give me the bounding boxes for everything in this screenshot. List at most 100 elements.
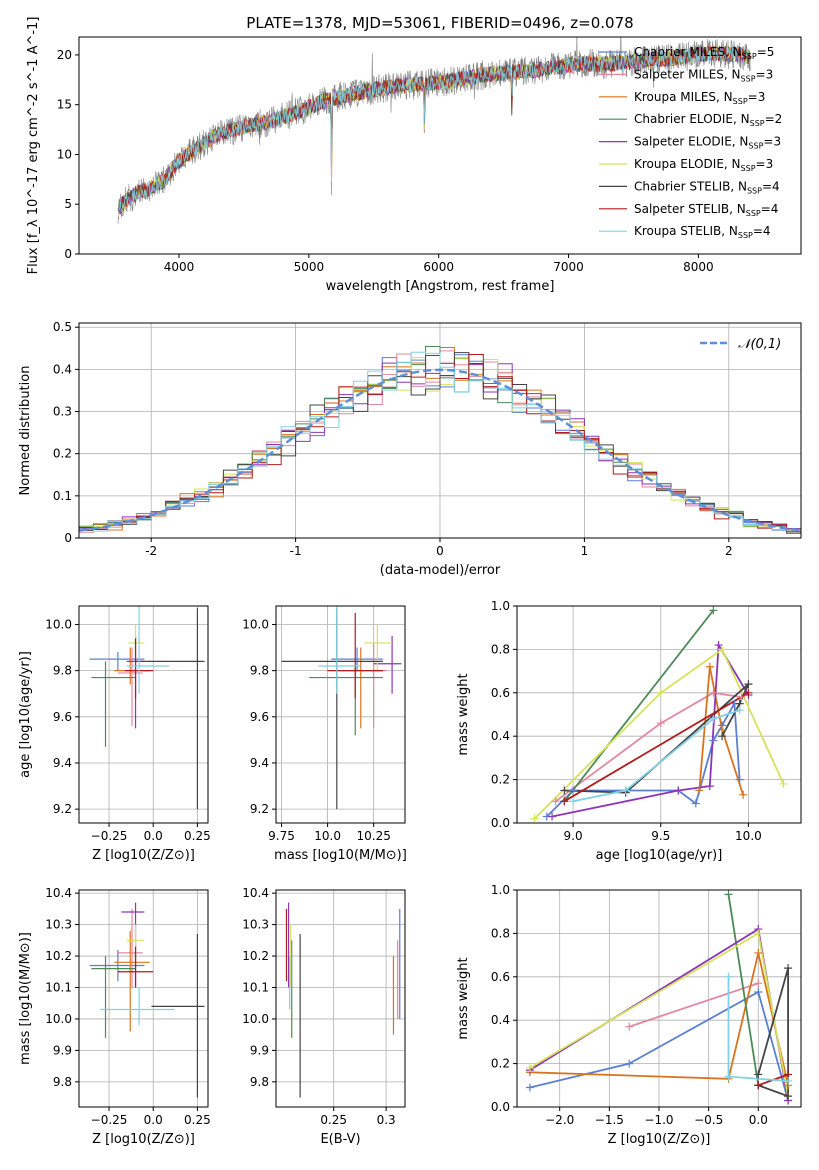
x-tick-label: 10.0 bbox=[735, 829, 762, 843]
x-tick-label: 0.3 bbox=[377, 1113, 396, 1127]
y-tick-label: 10.2 bbox=[242, 949, 269, 963]
weight-marker bbox=[718, 645, 727, 654]
errorbar-3 bbox=[309, 666, 383, 736]
weight-marker bbox=[560, 786, 569, 795]
y-tick-label: 0 bbox=[64, 531, 72, 545]
y-axis-label: mass weight bbox=[456, 673, 471, 755]
plot-area bbox=[281, 606, 402, 810]
x-tick-label: −0.25 bbox=[91, 1113, 128, 1127]
y-tick-label: 9.8 bbox=[250, 1075, 269, 1089]
legend-entry: Kroupa STELIB, NSSP=4 bbox=[634, 224, 771, 240]
y-tick-label: 10.2 bbox=[45, 949, 72, 963]
y-tick-label: 0.2 bbox=[53, 447, 72, 461]
weight-marker bbox=[695, 786, 704, 795]
y-tick-label: 0.2 bbox=[491, 1057, 510, 1071]
x-tick-label: 10.0 bbox=[314, 829, 341, 843]
weight-marker bbox=[705, 782, 714, 791]
weight-marker bbox=[621, 786, 630, 795]
weight-marker bbox=[739, 790, 748, 799]
y-tick-label: 9.4 bbox=[250, 756, 269, 770]
x-tick-label: −1.0 bbox=[644, 1113, 673, 1127]
x-axis-label: age [log10(age/yr)] bbox=[596, 848, 723, 863]
x-tick-label: 9.75 bbox=[268, 829, 295, 843]
weight-line-1 bbox=[628, 982, 759, 1028]
gridlines bbox=[79, 890, 208, 1107]
x-tick-label: −1.5 bbox=[595, 1113, 624, 1127]
age-vs-mass-panel: 9.75 10.0 10.25 9.2 9.4 9.6 9.8 10.0 mass [log10… bbox=[242, 605, 407, 863]
y-tick-label: 10.4 bbox=[45, 886, 72, 900]
weight-marker bbox=[551, 797, 560, 806]
x-tick-label: 0.0 bbox=[144, 1113, 163, 1127]
errorbar-0 bbox=[89, 949, 145, 982]
weight-line-6 bbox=[564, 683, 750, 794]
weight-line-6 bbox=[757, 967, 789, 1098]
x-tick-label: −0.25 bbox=[91, 829, 128, 843]
legend-entry: Kroupa ELODIE, NSSP=3 bbox=[634, 157, 773, 173]
weight-line-1 bbox=[555, 691, 742, 803]
weight-marker bbox=[625, 1059, 634, 1068]
weight-marker bbox=[525, 1083, 534, 1092]
age-vs-metallicity-panel: −0.25 0.0 0.25 9.2 9.4 9.6 9.8 10.0 Z [log10(Z/Z… bbox=[18, 605, 211, 863]
plot-area bbox=[285, 902, 401, 1098]
y-tick-label: 0.3 bbox=[53, 405, 72, 419]
x-tick-label: 0.25 bbox=[184, 829, 211, 843]
x-tick-label: −2.0 bbox=[545, 1113, 574, 1127]
y-tick-label: 10.3 bbox=[45, 918, 72, 932]
weight-marker bbox=[674, 786, 683, 795]
weight-marker bbox=[709, 688, 718, 697]
x-tick-label: 7000 bbox=[553, 260, 584, 274]
y-tick-label: 0.0 bbox=[491, 1100, 510, 1114]
axes-frame bbox=[275, 889, 406, 1108]
weight-marker bbox=[625, 1022, 634, 1031]
legend-entry: Chabrier MILES, NSSP=5 bbox=[634, 45, 774, 61]
y-tick-label: 10.0 bbox=[45, 617, 72, 631]
weight-marker bbox=[656, 688, 665, 697]
y-tick-label: 9.8 bbox=[250, 664, 269, 678]
y-tick-label: 9.6 bbox=[53, 710, 72, 724]
weight-marker bbox=[735, 775, 744, 784]
y-tick-label: 0.2 bbox=[491, 773, 510, 787]
errorbar-3 bbox=[91, 661, 136, 747]
errorbar-1 bbox=[355, 642, 387, 729]
weight-line-0 bbox=[529, 990, 789, 1101]
weight-line-5 bbox=[533, 648, 785, 820]
histogram-6 bbox=[79, 352, 801, 533]
legend: Chabrier MILES, NSSP=5 Salpeter MILES, NS… bbox=[599, 45, 782, 240]
mass-vs-metallicity-panel: −0.25 0.0 0.25 9.8 9.9 10.0 10.1 10.2 10.3 10.4 Z … bbox=[18, 886, 211, 1147]
weight-marker bbox=[784, 964, 793, 973]
x-axis-label: (data-model)/error bbox=[380, 563, 501, 578]
y-tick-label: 0.6 bbox=[491, 970, 510, 984]
x-tick-label: 2 bbox=[725, 544, 733, 558]
y-tick-label: 9.9 bbox=[250, 1043, 269, 1057]
legend-entry: Salpeter ELODIE, NSSP=3 bbox=[634, 135, 781, 151]
figure-title: PLATE=1378, MJD=53061, FIBERID=0496, z=0… bbox=[246, 14, 633, 32]
legend-entry: Salpeter MILES, NSSP=3 bbox=[634, 67, 773, 83]
gridlines bbox=[276, 606, 405, 823]
y-tick-label: 0.4 bbox=[491, 1013, 510, 1027]
x-tick-label: 0.25 bbox=[184, 1113, 211, 1127]
y-tick-label: 20 bbox=[57, 48, 72, 62]
errorbar-8 bbox=[318, 606, 361, 694]
y-tick-label: 9.9 bbox=[53, 1043, 72, 1057]
errorbar-3 bbox=[91, 956, 136, 1038]
weight-marker bbox=[754, 1070, 763, 1079]
x-tick-label: 8000 bbox=[683, 260, 714, 274]
y-tick-label: 9.2 bbox=[53, 802, 72, 816]
errorbar-6 bbox=[135, 608, 205, 810]
plot-area bbox=[79, 346, 801, 534]
weight-line-3 bbox=[727, 894, 760, 1086]
weight-marker bbox=[560, 797, 569, 806]
x-tick-label: -2 bbox=[145, 544, 157, 558]
axes-frame bbox=[78, 889, 209, 1108]
y-tick-label: 0.6 bbox=[491, 686, 510, 700]
gridlines bbox=[276, 890, 405, 1107]
plot-area bbox=[117, 37, 751, 224]
y-tick-label: 10 bbox=[57, 147, 72, 161]
errorbar-5 bbox=[364, 624, 393, 671]
weight-marker bbox=[709, 736, 718, 745]
weight-line-7 bbox=[563, 692, 749, 803]
x-axis-label: Z [log10(Z/Z⊙)] bbox=[92, 848, 195, 863]
x-axis-label: E(B-V) bbox=[320, 1132, 360, 1147]
weight-vs-metallicity-panel: −2.0 −1.5 −1.0 −0.5 0.0 0.0 0.2 0.4 0.6 0.8 1.0 Z [… bbox=[456, 883, 802, 1147]
legend-entry: Chabrier ELODIE, NSSP=2 bbox=[634, 112, 782, 128]
